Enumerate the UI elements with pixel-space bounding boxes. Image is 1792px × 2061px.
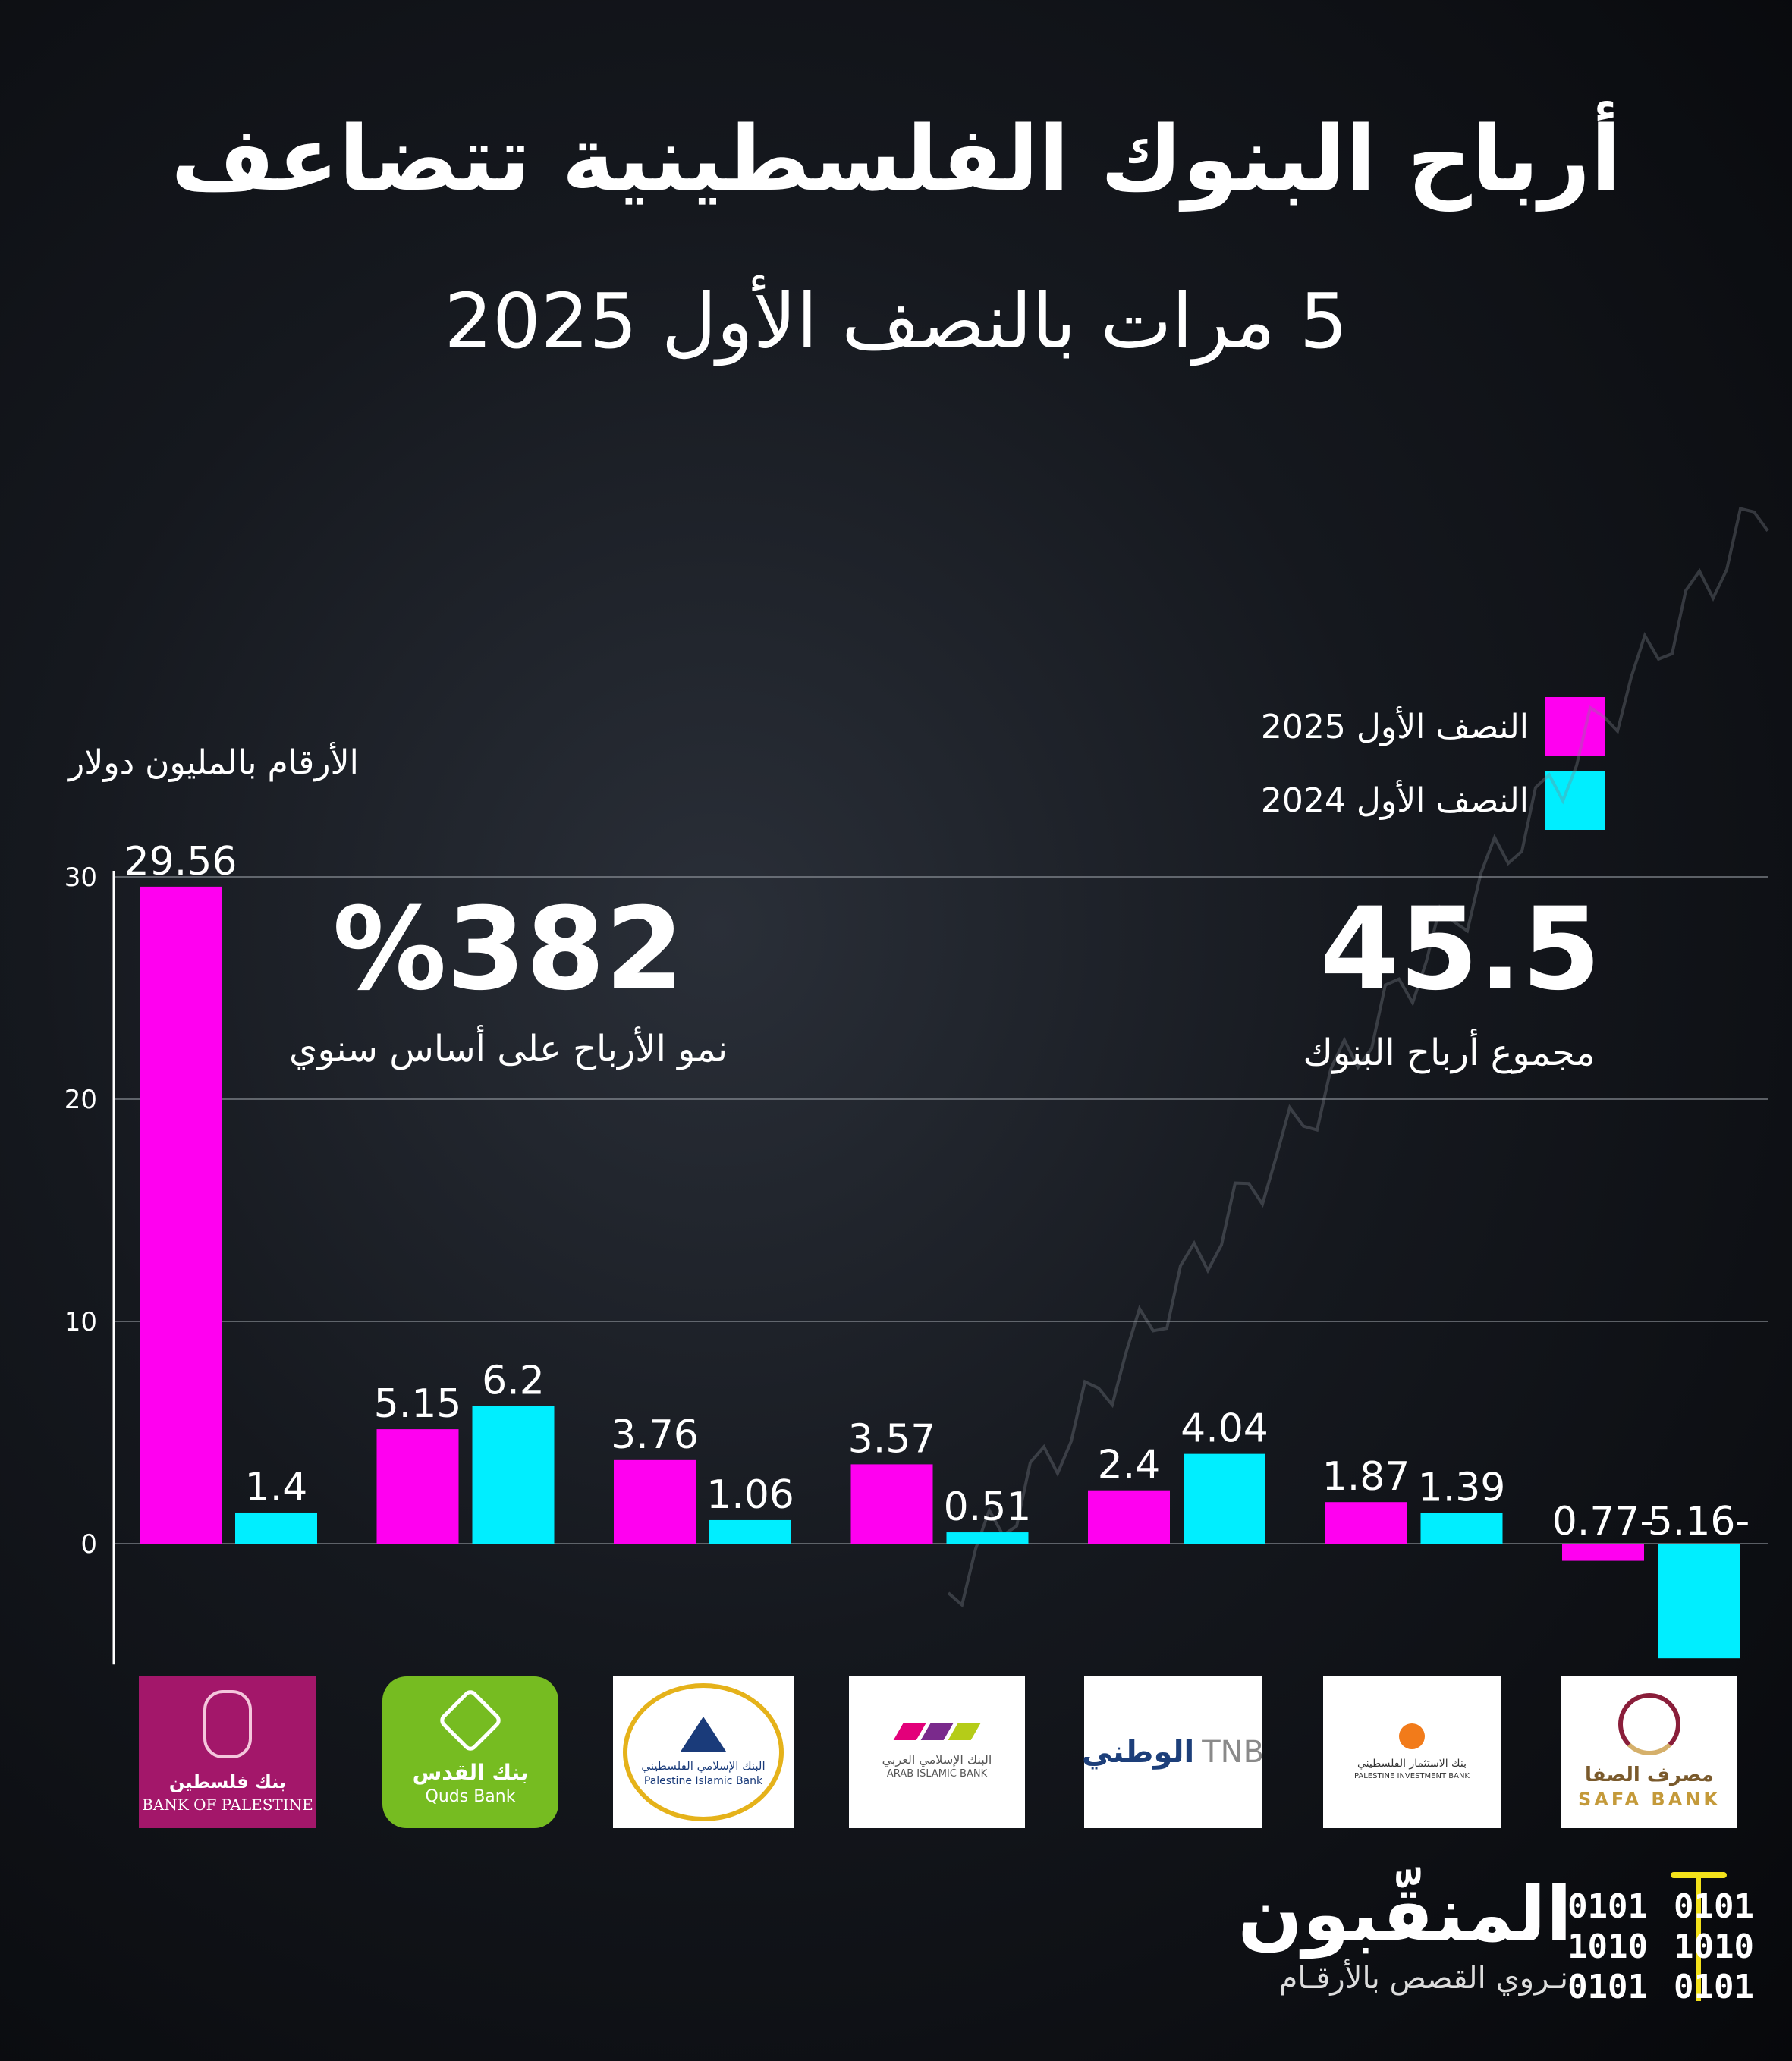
arab-islamic-bank-logo: البنك الإسلامي العربي ARAB ISLAMIC BANK [849, 1676, 1025, 1828]
bar-2024-3 [946, 1532, 1029, 1544]
background-trend-line [947, 507, 1769, 1608]
arab-islamic-bank-emblem-icon [893, 1723, 981, 1741]
footer-tagline: نـروي القصص بالأرقـام [1278, 1961, 1568, 1996]
data-label: 1.87 [1322, 1454, 1410, 1500]
chart-legend: النصف الأول 2025 النصف الأول 2024 [1261, 696, 1605, 844]
total-kpi-value: 45.5 [1319, 884, 1602, 1016]
data-label: 5.16- [1648, 1499, 1750, 1544]
bar-2024-0 [235, 1512, 317, 1544]
data-label: 2.4 [1098, 1443, 1161, 1488]
data-label: 0.77- [1552, 1499, 1655, 1544]
y-tick-label: 20 [64, 1085, 97, 1115]
bar-2025-5 [1325, 1502, 1407, 1544]
logo-ar-text: البنك الإسلامي الفلسطيني [641, 1759, 766, 1774]
bar-2024-6 [1658, 1544, 1740, 1659]
bar-2025-6 [1562, 1544, 1644, 1561]
bar-2025-0 [140, 886, 222, 1544]
binary-digits: 0101 [1567, 1887, 1649, 1926]
footer-brand: المنقّبون [1237, 1870, 1572, 1959]
data-label: 0.51 [944, 1484, 1032, 1530]
legend-swatch-2024 [1545, 771, 1605, 830]
legend-swatch-2025 [1545, 697, 1605, 756]
growth-kpi-label: نمو الأرباح على أساس سنوي [288, 1028, 728, 1070]
growth-kpi-value: %382 [332, 884, 684, 1016]
palestine-islamic-bank-logo: البنك الإسلامي الفلسطيني Palestine Islam… [613, 1676, 794, 1828]
data-label: 29.56 [124, 839, 237, 884]
logo-ar-text: البنك الإسلامي العربي [882, 1752, 992, 1767]
data-label: 4.04 [1181, 1406, 1269, 1452]
logo-en-text: Palestine Islamic Bank [643, 1774, 763, 1787]
data-label: 3.57 [848, 1416, 936, 1462]
palestine-islamic-bank-emblem-icon: البنك الإسلامي الفلسطيني Palestine Islam… [623, 1683, 784, 1821]
logo-en-text: Quds Bank [425, 1786, 516, 1806]
logo-en-text: PALESTINE INVESTMENT BANK [1353, 1771, 1470, 1780]
bar-2025-3 [850, 1464, 933, 1544]
bar-2025-1 [376, 1429, 459, 1544]
y-tick-label: 0 [80, 1529, 97, 1560]
quds-bank-logo: بنك القدس Quds Bank [382, 1676, 558, 1828]
legend-item-2024: النصف الأول 2024 [1261, 770, 1605, 831]
binary-digits: 1010 [1567, 1927, 1649, 1966]
legend-label-2024: النصف الأول 2024 [1260, 781, 1529, 820]
quds-bank-emblem-icon [437, 1686, 504, 1754]
bar-2025-2 [614, 1459, 696, 1544]
logo-en-text: ARAB ISLAMIC BANK [886, 1767, 988, 1780]
data-label: 5.15 [374, 1381, 462, 1427]
logo-ar-text: بنك فلسطين [168, 1771, 287, 1793]
investment-bank-emblem-icon [1399, 1723, 1425, 1750]
bar-2024-5 [1420, 1513, 1503, 1544]
bar-2024-2 [709, 1519, 791, 1544]
total-kpi-label: مجموع أرباح البنوك [1303, 1032, 1596, 1074]
star-icon [681, 1717, 726, 1752]
y-tick-label: 10 [64, 1307, 97, 1337]
bar-2024-1 [472, 1406, 555, 1544]
data-label: 1.39 [1418, 1465, 1506, 1510]
logo-ar-text: بنك القدس [412, 1759, 529, 1785]
bar-2024-4 [1184, 1453, 1265, 1544]
safa-bank-logo: مصرف الصفا SAFA BANK [1561, 1676, 1737, 1828]
bar-2025-4 [1088, 1490, 1170, 1544]
data-label: 6.2 [482, 1358, 545, 1403]
binary-digits: 0101 [1674, 1967, 1754, 2006]
logo-ar-text: مصرف الصفا [1585, 1763, 1714, 1786]
legend-label-2025: النصف الأول 2025 [1260, 707, 1529, 746]
data-label: 3.76 [611, 1412, 699, 1458]
logo-en-text: BANK OF PALESTINE [142, 1795, 313, 1814]
binary-digits: 1010 [1674, 1927, 1754, 1966]
y-tick-label: 30 [64, 862, 97, 893]
binary-digits: 0101 [1674, 1887, 1754, 1926]
palestine-investment-bank-logo: بنك الاستثمار الفلسطيني PALESTINE INVEST… [1323, 1676, 1501, 1828]
data-label: 1.4 [245, 1465, 308, 1510]
bank-of-palestine-emblem-icon [203, 1690, 252, 1759]
bank-of-palestine-logo: بنك فلسطين BANK OF PALESTINE [139, 1676, 316, 1828]
page-title: أرباح البنوك الفلسطينية تتضاعف [171, 106, 1621, 211]
unit-label: الأرقام بالمليون دولار [68, 743, 359, 782]
data-label: 1.06 [706, 1472, 794, 1518]
pickaxe-handle-icon [1696, 1872, 1701, 2001]
logo-ar-text: الوطني [1081, 1735, 1195, 1770]
logo-en-text: SAFA BANK [1578, 1789, 1721, 1811]
tnb-logo: الوطني TNB [1081, 1676, 1265, 1828]
logo-ar-text: بنك الاستثمار الفلسطيني [1357, 1758, 1467, 1770]
safa-bank-emblem-icon [1618, 1692, 1680, 1755]
logo-en-text: TNB [1202, 1735, 1265, 1770]
binary-digits: 0101 [1567, 1967, 1649, 2006]
legend-item-2025: النصف الأول 2025 [1261, 696, 1605, 757]
page-subtitle: 5 مرات بالنصف الأول 2025 [444, 277, 1348, 366]
binary-logo: 0101 1010 0101 0101 1010 0101 [1567, 1887, 1754, 2007]
